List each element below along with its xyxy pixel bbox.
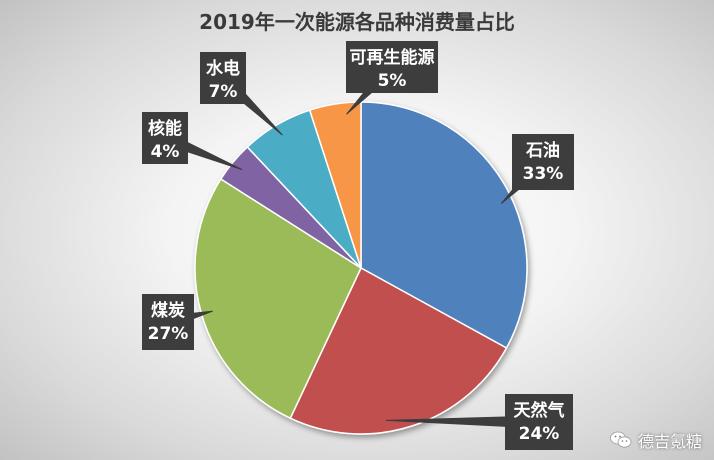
data-label: 天然气 24%	[386, 394, 573, 450]
data-label: 可再生能源 5%	[346, 41, 438, 115]
label-box	[346, 41, 438, 93]
watermark-text: 德吉氪糖	[637, 432, 702, 451]
slice-name-label: 石油	[525, 140, 560, 161]
slice-name-label: 煤炭	[151, 300, 185, 321]
data-label: 石油 33%	[500, 134, 574, 204]
slice-value-label: 24%	[519, 424, 560, 444]
slice-name-label: 可再生能源	[350, 47, 435, 68]
slice-name-label: 水电	[206, 58, 240, 79]
chart-title: 2019年一次能源各品种消费量占比	[199, 10, 515, 34]
slice-value-label: 4%	[151, 142, 180, 162]
slice-value-label: 7%	[209, 82, 238, 102]
pie-slice	[289, 266, 508, 435]
data-label: 核能 4%	[142, 112, 243, 171]
data-label: 煤炭 27%	[142, 294, 213, 350]
label-box	[200, 52, 246, 104]
slice-name-label: 核能	[148, 118, 182, 139]
slice-value-label: 33%	[523, 164, 564, 184]
label-box	[142, 112, 188, 164]
data-label: 水电 7%	[200, 52, 283, 136]
slice-name-label: 天然气	[514, 400, 565, 421]
pie-slice	[360, 101, 528, 349]
label-box	[512, 134, 574, 190]
watermark: 德吉氪糖	[610, 428, 702, 452]
wechat-icon	[610, 431, 632, 448]
label-box	[142, 294, 194, 350]
label-box	[505, 394, 573, 450]
slice-value-label: 27%	[148, 324, 189, 344]
slice-value-label: 5%	[378, 71, 407, 91]
